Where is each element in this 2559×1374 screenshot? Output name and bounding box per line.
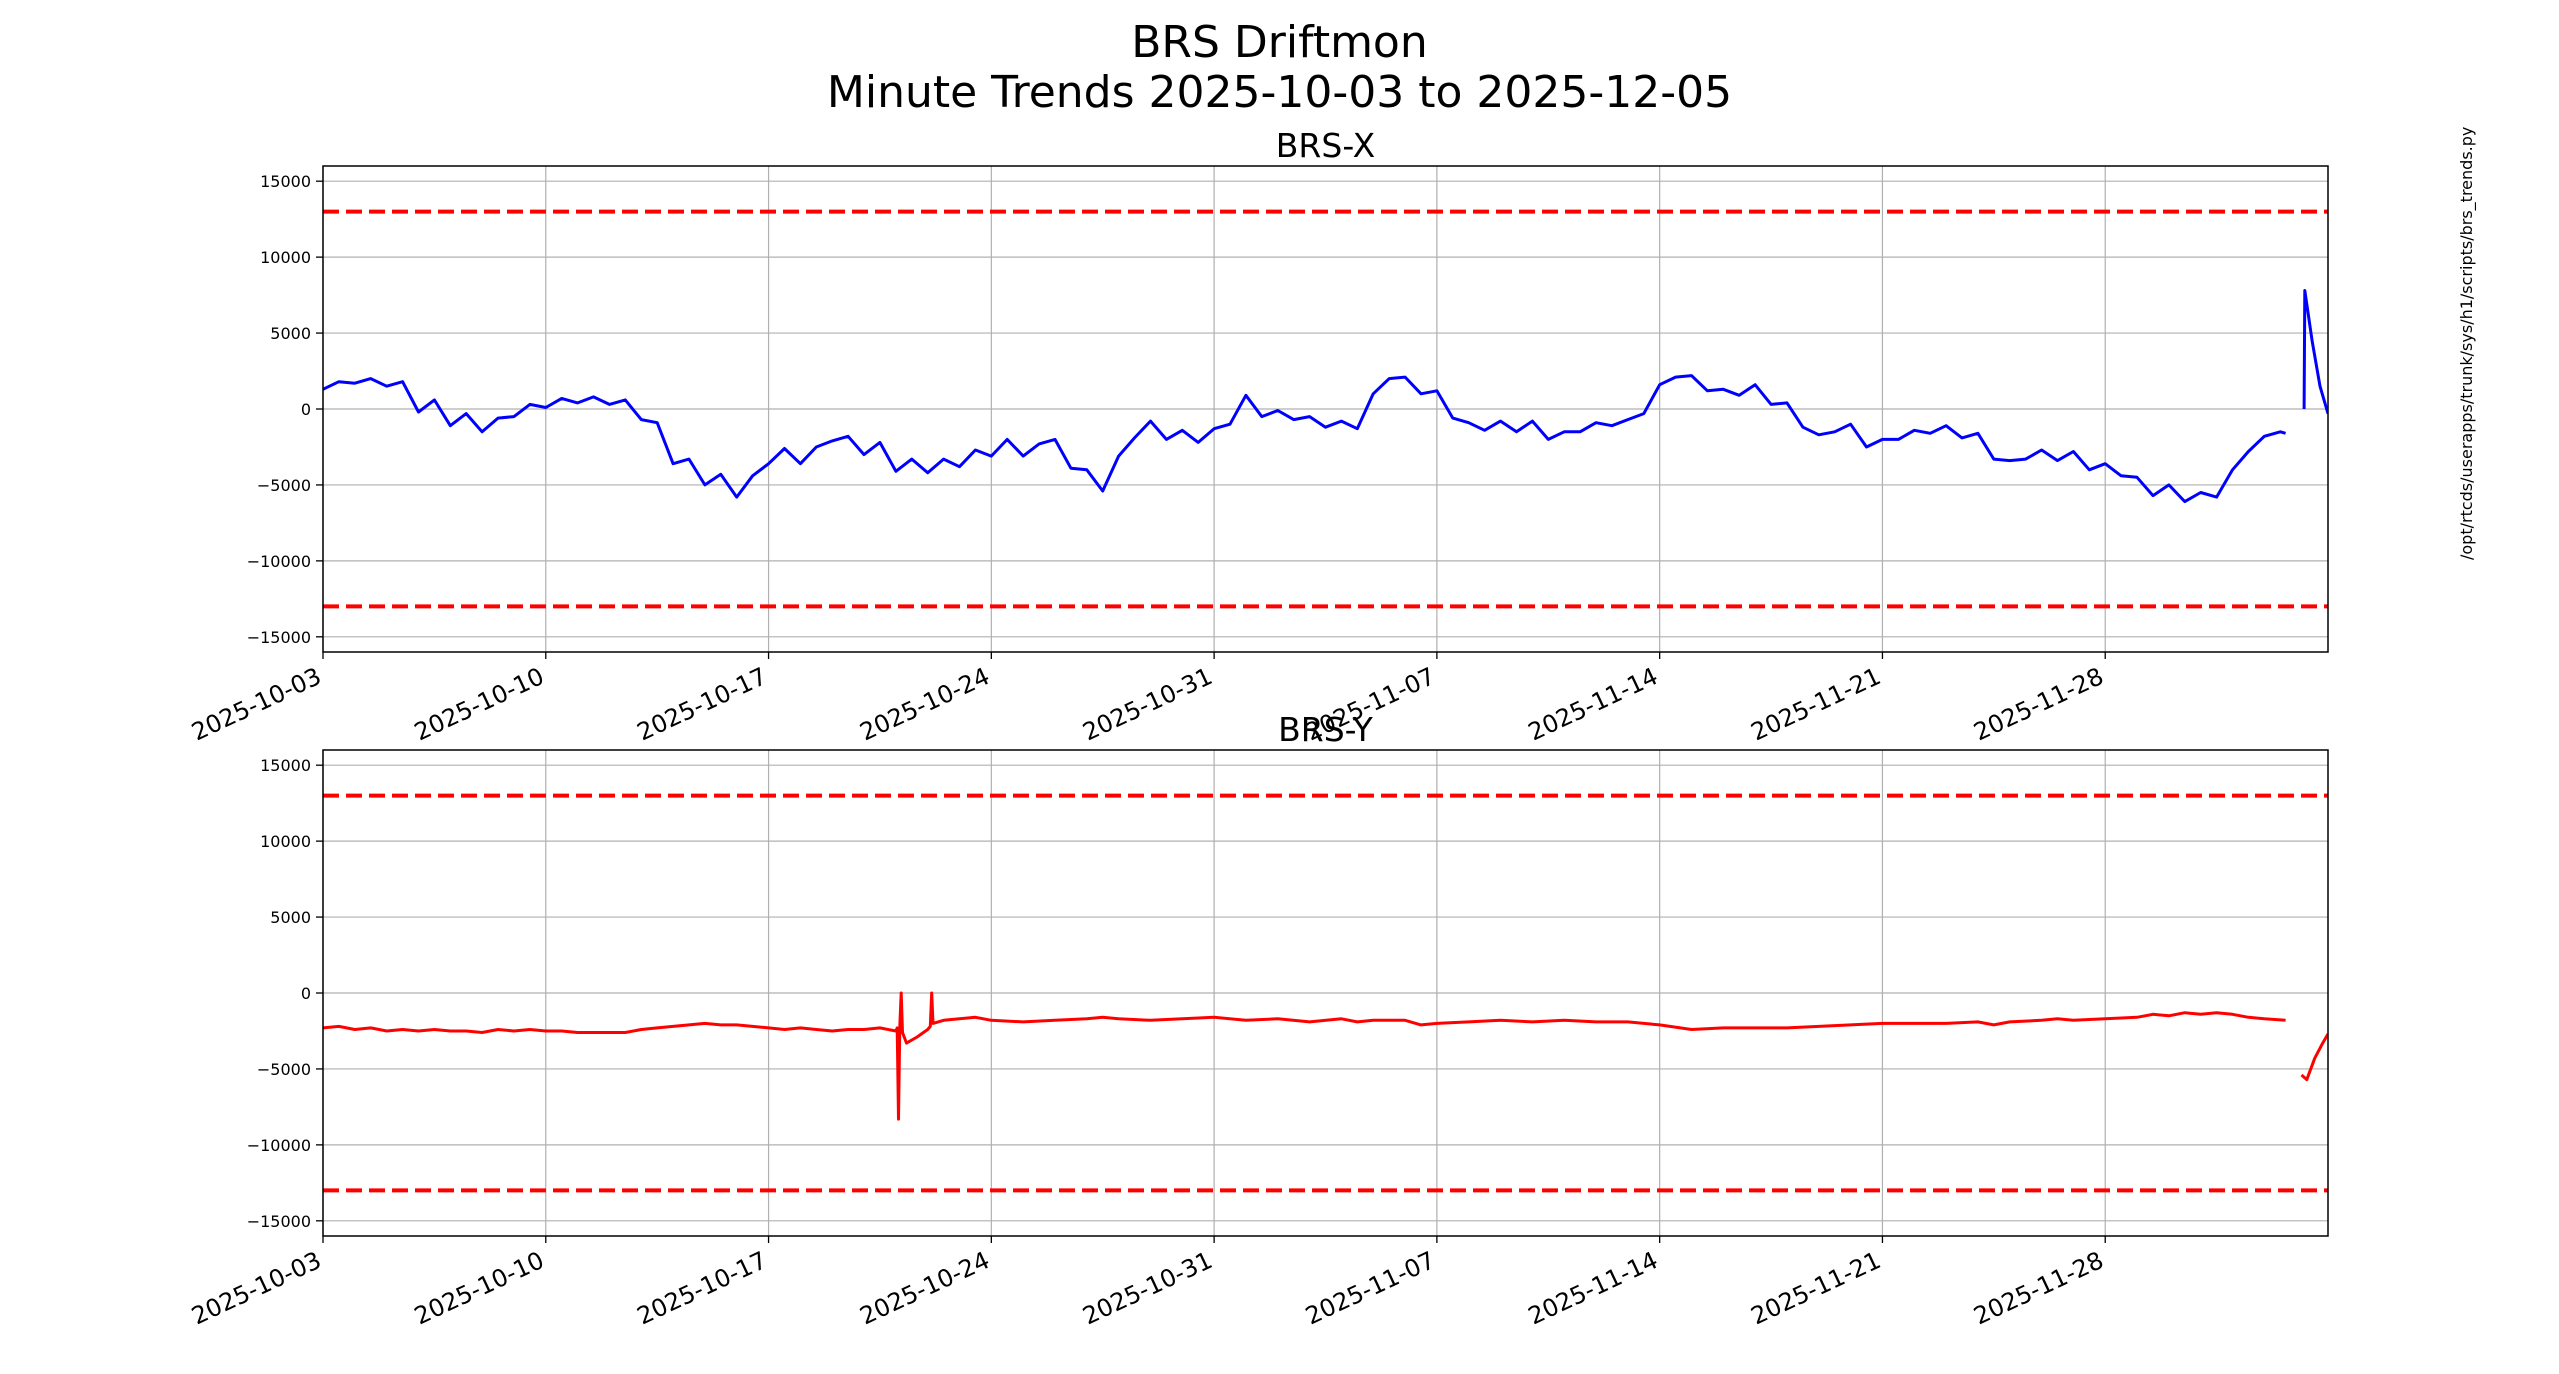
y-tick-label: −10000 [247,1136,311,1155]
chart-brs-x: BRS-X 15000 10000 5000 0 −5000 −10000 −15000 202… [187,126,2329,746]
y-tick-label: 0 [301,984,311,1003]
x-tick-label: 2025-10-17 [633,1246,771,1330]
series-line [2300,1033,2328,1082]
y-tick-label: 15000 [260,172,311,191]
plot-area [323,209,2328,609]
script-path-label: /opt/rtcds/userapps/trunk/sys/h1/scripts… [2457,126,2476,560]
y-tick-label: −15000 [247,628,311,647]
x-tick-label: 2025-10-10 [410,1246,548,1330]
y-tick-label: −10000 [247,552,311,571]
x-tick-label: 2025-11-21 [1747,662,1885,746]
x-tick-label: 2025-10-31 [1078,662,1216,746]
x-tick-label: 2025-10-10 [410,662,548,746]
series-line [323,991,2286,1121]
x-tick-label: 2025-10-24 [856,662,994,746]
x-tick-label: 2025-10-17 [633,662,771,746]
script-path-label-container: /opt/rtcds/userapps/trunk/sys/h1/scripts… [2455,98,2485,568]
x-tick-label: 2025-11-07 [1301,1246,1439,1330]
chart-brs-y: BRS-Y 15000 10000 5000 0 −5000 −10000 −15000 202… [187,710,2329,1330]
figure-title-line2: Minute Trends 2025-10-03 to 2025-12-05 [826,67,1733,118]
x-tick-label: 2025-10-03 [187,1246,325,1330]
x-tick-label: 2025-10-03 [187,662,325,746]
x-tick-label: 2025-10-31 [1078,1246,1216,1330]
x-tick-label: 2025-11-28 [1970,662,2108,746]
chart-title: BRS-X [1276,126,1375,165]
plot-area [323,793,2328,1193]
y-tick-label: −15000 [247,1212,311,1231]
x-tick-label: 2025-10-24 [856,1246,994,1330]
y-tick-label: 5000 [270,908,311,927]
x-tick-label: 2025-11-14 [1524,662,1662,746]
y-tick-label: −5000 [257,476,311,495]
chart-title: BRS-Y [1278,710,1374,749]
y-tick-label: 15000 [260,756,311,775]
series-line [323,374,2287,504]
x-tick-label: 2025-11-28 [1970,1246,2108,1330]
y-tick-label: 0 [301,400,311,419]
figure-title-line1: BRS Driftmon [1131,17,1428,68]
y-tick-label: 5000 [270,324,311,343]
y-tick-label: −5000 [257,1060,311,1079]
series-line [2302,289,2328,415]
y-tick-label: 10000 [260,832,311,851]
x-tick-label: 2025-11-14 [1524,1246,1662,1330]
x-tick-label: 2025-11-21 [1747,1246,1885,1330]
y-tick-label: 10000 [260,248,311,267]
